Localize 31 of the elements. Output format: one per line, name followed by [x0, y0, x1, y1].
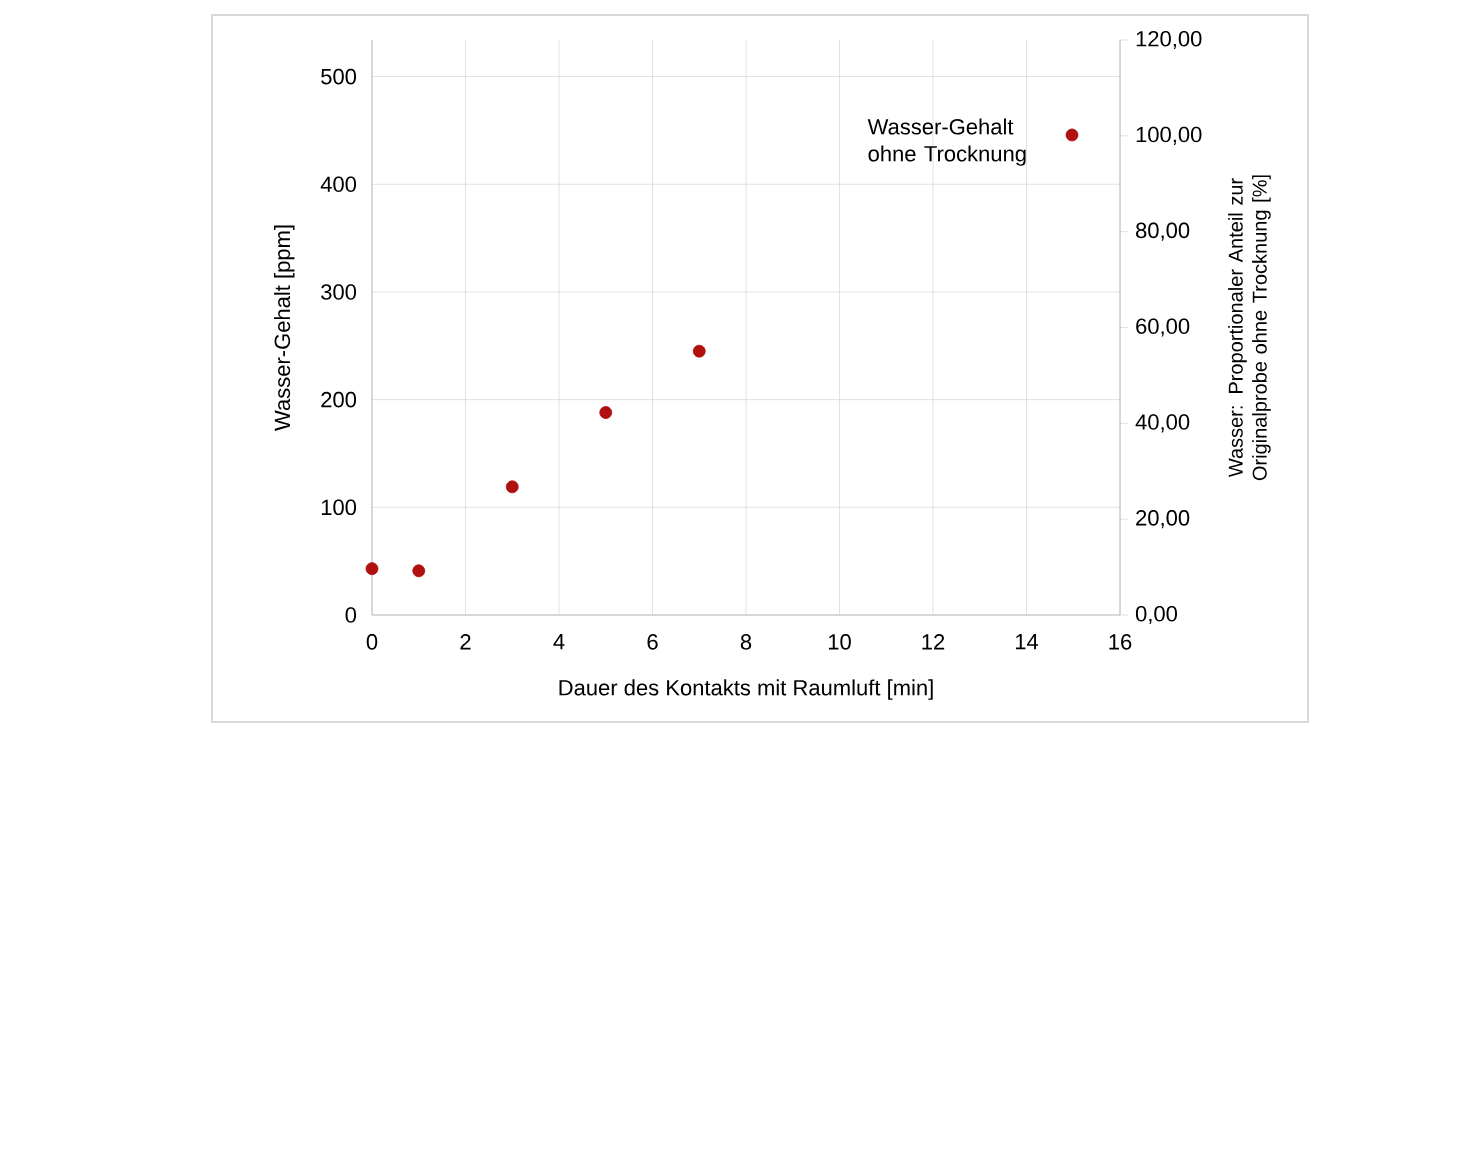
y2-tick-label: 100,00 [1136, 126, 1202, 145]
y-axis-title: Wasser-Gehalt [ppm] [274, 225, 295, 431]
point [505, 480, 519, 494]
point [412, 564, 426, 578]
x-tick-label: 12 [922, 634, 945, 650]
point [599, 406, 613, 419]
y-tick-label: 500 [321, 68, 357, 85]
x-tick-label: 14 [1015, 634, 1039, 650]
y2-tick-label: 40,00 [1135, 414, 1190, 433]
x-tick-label: 2 [460, 634, 471, 650]
legend-label: Wasser-Gehalt ohne Trocknung [867, 118, 1026, 166]
y-tick-label: 200 [321, 391, 357, 408]
x-tick-label: 8 [740, 634, 752, 650]
y-tick-label: 0 [345, 607, 357, 623]
y2-tick-label: 60,00 [1136, 318, 1190, 337]
point [692, 344, 706, 358]
y2-tick-label: 0,00 [1135, 605, 1178, 625]
y2-tick-label: 80,00 [1136, 222, 1190, 241]
y-tick-label: 400 [320, 176, 357, 193]
x-tick-label: 4 [553, 634, 565, 650]
x-axis-title: Dauer des Kontakts mit Raumluft [min] [559, 679, 933, 700]
x-tick-label: 6 [647, 634, 658, 650]
y2-axis-title: Wasser: Proportionaler Anteil zur Originalprobe ohne Trocknung [%] [1228, 175, 1271, 481]
y2-tick-label: 20,00 [1136, 510, 1190, 529]
x-tick-label: 0 [366, 634, 378, 650]
x-tick-label: 10 [828, 634, 851, 650]
y2-tick-label: 120,00 [1136, 30, 1202, 50]
point [365, 562, 379, 576]
y-tick-label: 100 [321, 499, 357, 516]
y-tick-label: 300 [321, 284, 357, 300]
x-tick-label: 16 [1109, 634, 1132, 650]
